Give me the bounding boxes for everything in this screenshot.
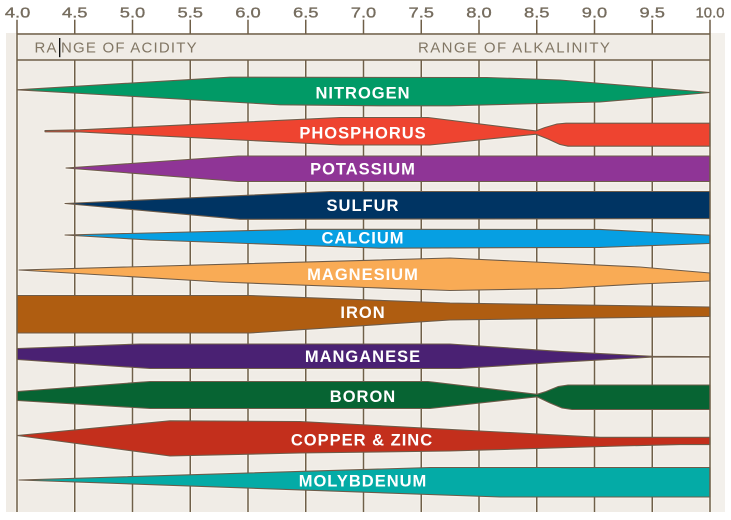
svg-text:8.0: 8.0 bbox=[466, 5, 492, 22]
svg-text:5.0: 5.0 bbox=[120, 5, 146, 22]
svg-text:COPPER & ZINC: COPPER & ZINC bbox=[291, 431, 433, 449]
svg-text:MANGANESE: MANGANESE bbox=[305, 348, 421, 366]
svg-text:PHOSPHORUS: PHOSPHORUS bbox=[299, 125, 426, 143]
svg-text:9.5: 9.5 bbox=[640, 5, 666, 22]
svg-text:BORON: BORON bbox=[330, 388, 396, 406]
svg-text:RA: RA bbox=[35, 40, 58, 57]
svg-text:4.5: 4.5 bbox=[62, 5, 88, 22]
svg-text:7.0: 7.0 bbox=[351, 5, 377, 22]
svg-text:MAGNESIUM: MAGNESIUM bbox=[307, 266, 419, 284]
svg-text:NGE OF ACIDITY: NGE OF ACIDITY bbox=[61, 40, 198, 57]
svg-text:MOLYBDENUM: MOLYBDENUM bbox=[299, 473, 428, 491]
svg-text:RANGE OF ALKALINITY: RANGE OF ALKALINITY bbox=[418, 40, 611, 57]
svg-text:9.0: 9.0 bbox=[582, 5, 608, 22]
svg-text:6.0: 6.0 bbox=[235, 5, 261, 22]
svg-text:NITROGEN: NITROGEN bbox=[315, 85, 410, 103]
svg-text:IRON: IRON bbox=[340, 304, 385, 322]
svg-text:7.5: 7.5 bbox=[409, 5, 435, 22]
svg-text:SULFUR: SULFUR bbox=[327, 197, 400, 215]
svg-text:6.5: 6.5 bbox=[293, 5, 319, 22]
svg-text:10.0: 10.0 bbox=[696, 5, 725, 22]
svg-text:POTASSIUM: POTASSIUM bbox=[310, 161, 416, 179]
svg-text:CALCIUM: CALCIUM bbox=[321, 229, 404, 247]
svg-text:8.5: 8.5 bbox=[524, 5, 550, 22]
svg-text:5.5: 5.5 bbox=[178, 5, 204, 22]
svg-text:4.0: 4.0 bbox=[5, 5, 31, 22]
